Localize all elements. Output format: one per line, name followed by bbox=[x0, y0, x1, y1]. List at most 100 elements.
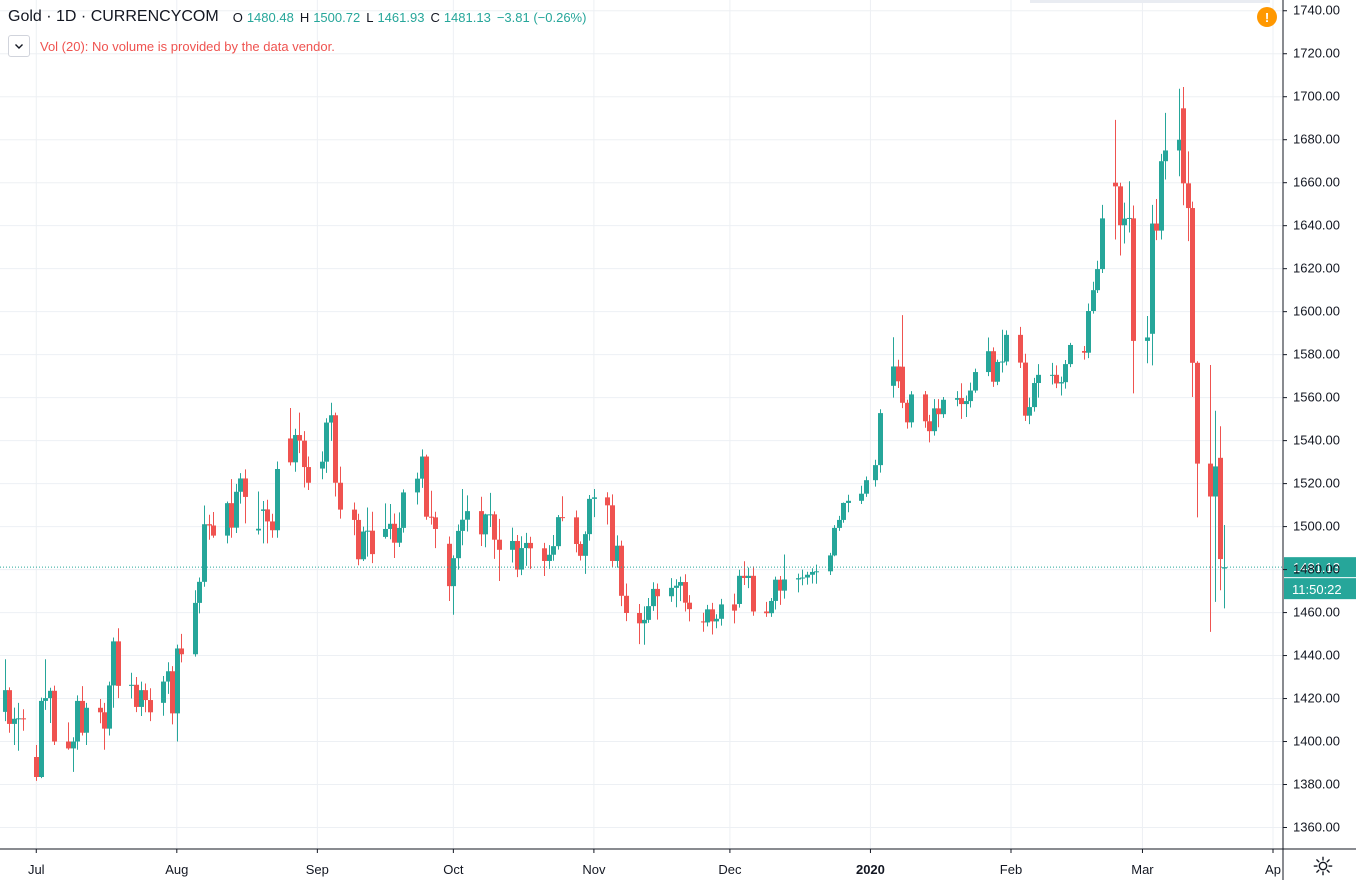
candle-body bbox=[102, 712, 107, 729]
candle-body bbox=[742, 575, 747, 578]
candle-body bbox=[669, 587, 674, 597]
symbol-legend[interactable]: Gold · 1D · CURRENCYCOM O 1480.48 H 1500.7… bbox=[8, 6, 592, 28]
candle-body bbox=[1113, 182, 1118, 187]
gear-icon[interactable] bbox=[1312, 855, 1334, 877]
candle-body bbox=[878, 413, 883, 466]
time-tick-label: Aug bbox=[165, 862, 188, 877]
candle-body bbox=[383, 528, 388, 537]
candle-body bbox=[751, 575, 756, 612]
candle-body bbox=[909, 394, 914, 423]
candle-body bbox=[401, 492, 406, 528]
symbol-title[interactable]: Gold · 1D · CURRENCYCOM bbox=[8, 8, 219, 25]
candle-body bbox=[234, 491, 239, 528]
candle-body bbox=[832, 527, 837, 556]
candle-body bbox=[1181, 108, 1186, 184]
candle-body bbox=[1195, 362, 1200, 464]
candle-body bbox=[66, 741, 71, 749]
collapse-legend-button[interactable] bbox=[8, 35, 30, 57]
candle-body bbox=[433, 517, 438, 529]
candle-body bbox=[306, 467, 311, 483]
exclamation-icon[interactable]: ! bbox=[1257, 7, 1277, 27]
candle-body bbox=[179, 648, 184, 655]
candle-body bbox=[488, 514, 493, 516]
candle-body bbox=[519, 548, 524, 570]
candle-body bbox=[392, 523, 397, 543]
price-tick-label: 1580.00 bbox=[1293, 347, 1340, 362]
candle-body bbox=[959, 398, 964, 405]
candle-body bbox=[678, 582, 683, 586]
candle-body bbox=[624, 595, 629, 613]
candle-body bbox=[805, 574, 810, 578]
candle-body bbox=[524, 542, 529, 549]
candle-body bbox=[528, 542, 533, 549]
candle-body bbox=[388, 523, 393, 529]
candle-body bbox=[415, 478, 420, 493]
candle-body bbox=[483, 514, 488, 535]
candle-body bbox=[424, 456, 429, 517]
candle-body bbox=[16, 718, 21, 720]
candle-body bbox=[451, 558, 456, 587]
candle-body bbox=[642, 619, 647, 624]
candle-body bbox=[1208, 463, 1213, 497]
candle-body bbox=[737, 575, 742, 604]
high-value: 1500.72 bbox=[313, 9, 361, 25]
candle-body bbox=[900, 366, 905, 403]
candle-body bbox=[465, 511, 470, 520]
candle-body bbox=[129, 684, 134, 686]
candle-body bbox=[1018, 334, 1023, 363]
symbol-interval: 1D bbox=[56, 8, 77, 25]
candle-body bbox=[229, 503, 234, 528]
candle-body bbox=[429, 516, 434, 518]
candle-body bbox=[288, 438, 293, 463]
candle-body bbox=[356, 519, 361, 560]
candle-body bbox=[293, 435, 298, 463]
candle-body bbox=[1068, 344, 1073, 365]
candle-body bbox=[991, 351, 996, 382]
candle-body bbox=[637, 612, 642, 624]
price-tick-label: 1360.00 bbox=[1293, 820, 1340, 835]
candle-body bbox=[864, 480, 869, 494]
candle-body bbox=[773, 579, 778, 601]
time-tick-label: Nov bbox=[582, 862, 606, 877]
price-tick-label: 1660.00 bbox=[1293, 175, 1340, 190]
candle-body bbox=[1059, 382, 1064, 384]
candle-body bbox=[175, 648, 180, 714]
candle-body bbox=[324, 422, 329, 462]
candle-body bbox=[71, 741, 76, 749]
candle-body bbox=[225, 503, 230, 536]
candle-body bbox=[687, 602, 692, 610]
price-tick-label: 1520.00 bbox=[1293, 476, 1340, 491]
candle-body bbox=[460, 519, 465, 531]
candle-body bbox=[202, 524, 207, 582]
volume-note: Vol (20): No volume is provided by the d… bbox=[40, 38, 335, 54]
price-tick-label: 1480.00 bbox=[1293, 562, 1340, 577]
candle-body bbox=[1050, 374, 1055, 376]
candle-body bbox=[846, 500, 851, 503]
open-value: 1480.48 bbox=[246, 9, 294, 25]
candle-body bbox=[891, 366, 896, 386]
candle-body bbox=[397, 527, 402, 543]
candle-body bbox=[1190, 208, 1195, 363]
candle-body bbox=[256, 528, 261, 531]
price-tick-label: 1460.00 bbox=[1293, 605, 1340, 620]
candle-body bbox=[547, 554, 552, 561]
candle-body bbox=[193, 602, 198, 655]
candle-body bbox=[810, 571, 815, 575]
last-price-label: 1481.13 bbox=[1293, 560, 1340, 575]
candle-body bbox=[34, 757, 39, 777]
candle-body bbox=[75, 700, 80, 742]
candle-body bbox=[261, 509, 266, 511]
candle-body bbox=[166, 671, 171, 682]
candle-body bbox=[48, 690, 53, 699]
candle-body bbox=[338, 482, 343, 510]
candle-body bbox=[143, 690, 148, 701]
candle-body bbox=[510, 540, 515, 550]
price-tick-label: 1620.00 bbox=[1293, 261, 1340, 276]
candle-body bbox=[746, 575, 751, 578]
open-label: O bbox=[232, 9, 243, 25]
candle-body bbox=[782, 579, 787, 591]
candle-body bbox=[197, 581, 202, 603]
candle-body bbox=[1177, 139, 1182, 151]
